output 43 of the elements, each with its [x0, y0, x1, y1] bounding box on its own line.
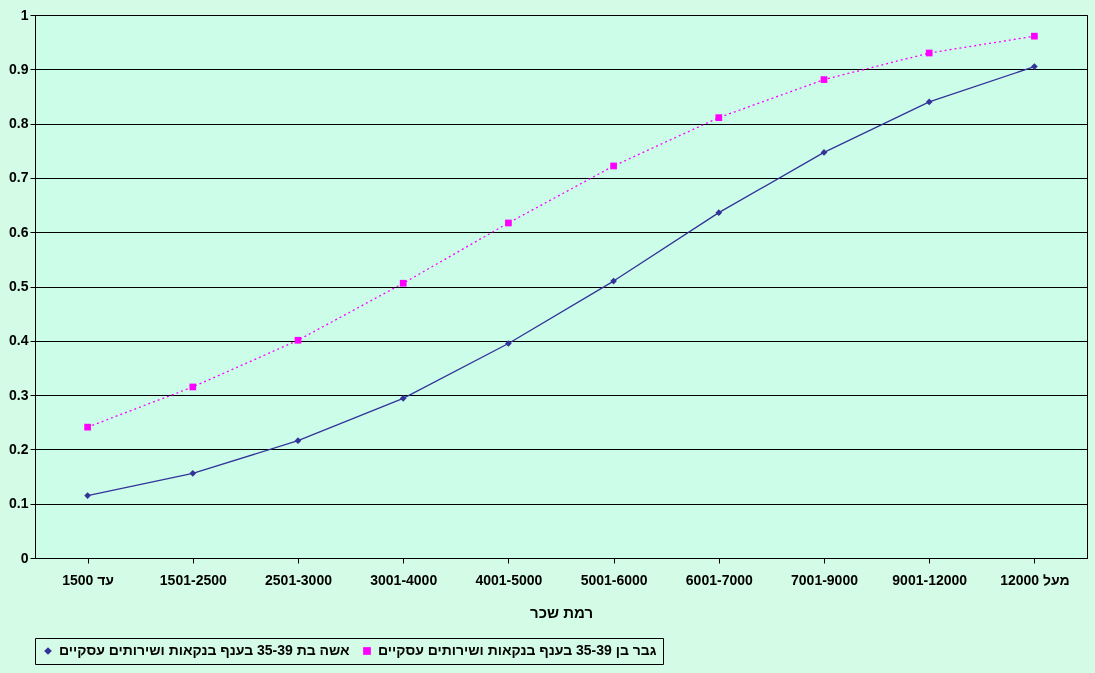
- point: [399, 395, 407, 402]
- legend-label: גבר בן 35-39 בענף בנקאות ושירותים עסקיים: [378, 642, 657, 658]
- point: [1031, 32, 1038, 40]
- x-tick-label: 4001-5000: [475, 571, 543, 588]
- point: [925, 98, 933, 106]
- x-tick-label: מעל 12000: [1000, 571, 1070, 588]
- y-tick-label: 0.5: [9, 278, 29, 294]
- x-tick-label: 5001-6000: [580, 571, 648, 588]
- point: [294, 336, 302, 344]
- point: [820, 76, 828, 83]
- point: [715, 114, 723, 121]
- y-tick-label: 1: [20, 6, 29, 23]
- x-tick-label: 9001-12000: [892, 571, 968, 588]
- y-tick-label: 0.8: [9, 115, 29, 132]
- y-tick-label: 0: [20, 549, 29, 566]
- y-tick-label: 0.9: [9, 60, 29, 77]
- point: [715, 209, 723, 217]
- legend-label: אשה בת 35-39 בענף בנקאות ושירותים עסקיים: [59, 642, 351, 658]
- x-axis-title: רמת שכר: [529, 603, 594, 621]
- point: [189, 469, 197, 477]
- point: [294, 437, 302, 445]
- point: [399, 279, 407, 287]
- y-tick-label: 0.1: [9, 495, 29, 512]
- x-tick-label: 7001-9000: [791, 571, 859, 588]
- point: [505, 340, 512, 347]
- point: [610, 277, 617, 285]
- y-tick-label: 0.4: [9, 332, 29, 349]
- x-tick-label: עד 1500: [62, 571, 115, 588]
- point: [610, 162, 617, 170]
- y-tick-label: 0.6: [9, 223, 29, 240]
- x-tick-label: 3001-4000: [370, 571, 438, 588]
- x-tick-label: 1501-2500: [159, 571, 227, 588]
- y-tick-label: 0.2: [9, 440, 29, 457]
- x-tick-label: 6001-7000: [685, 571, 753, 588]
- point: [505, 219, 512, 227]
- y-tick-label: 0.3: [9, 386, 29, 403]
- point: [84, 423, 91, 431]
- point: [925, 49, 933, 57]
- y-tick-label: 0.7: [9, 169, 29, 186]
- point: [84, 492, 91, 499]
- x-tick-label: 2501-3000: [265, 571, 333, 588]
- point: [1031, 63, 1038, 70]
- point: [189, 383, 197, 391]
